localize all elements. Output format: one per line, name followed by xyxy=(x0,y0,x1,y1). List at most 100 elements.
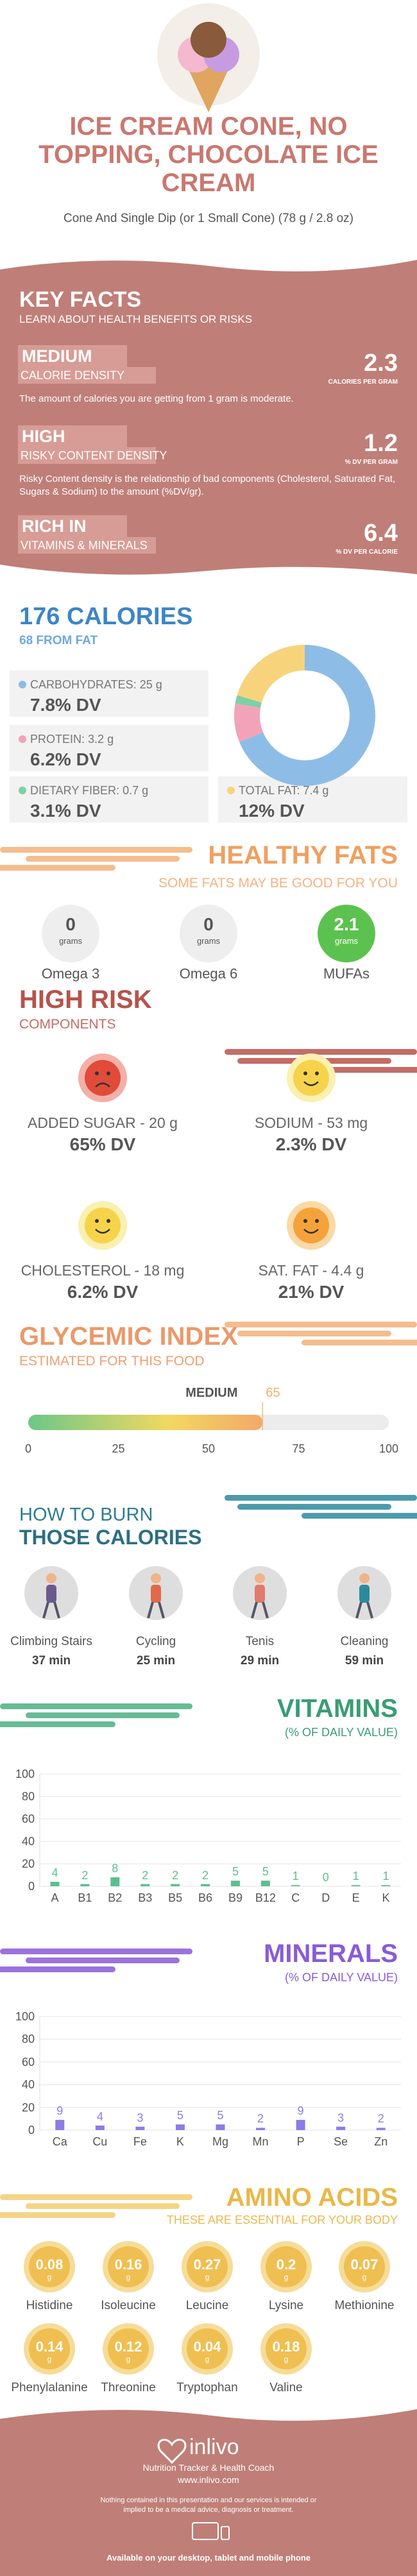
bar xyxy=(95,2125,105,2130)
decor-stripe xyxy=(0,1721,115,1727)
amino-value: 0.12 xyxy=(114,2339,142,2355)
face-eye xyxy=(303,1071,307,1075)
x-tick-label: E xyxy=(352,1891,360,1904)
amino-circle xyxy=(187,2328,228,2369)
decor-stripe xyxy=(225,1049,417,1055)
section-subtitle: COMPONENTS xyxy=(19,1017,116,1032)
gi-value: 65 xyxy=(266,1386,280,1400)
section-subtitle: SOME FATS MAY BE GOOD FOR YOU xyxy=(158,876,398,891)
value-label: 9 xyxy=(297,2104,304,2118)
value-label: 0 xyxy=(322,1871,329,1884)
url: www.inlivo.com xyxy=(178,2475,239,2485)
section-title: VITAMINS xyxy=(277,1694,398,1723)
value-label: 3 xyxy=(137,2111,144,2124)
nutrient-name: TOTAL FAT: xyxy=(239,784,300,797)
decor-stripe xyxy=(0,1966,115,1972)
face-mouth xyxy=(95,1082,110,1088)
bar xyxy=(256,2128,266,2130)
face xyxy=(85,1207,121,1243)
x-tick-label: Fe xyxy=(133,2135,147,2148)
decor-stripe xyxy=(0,1949,192,1954)
nutrient-box xyxy=(10,670,208,717)
section-title: KEY FACTS xyxy=(19,287,142,312)
gi-tick-label: 50 xyxy=(201,1442,216,1455)
legend-dot xyxy=(227,787,235,794)
legend-dot xyxy=(19,681,26,688)
risk-name: ADDED SUGAR - 20 g xyxy=(28,1114,178,1131)
donut-segment xyxy=(235,695,262,708)
nutrient-label: CARBOHYDRATES: 25 g xyxy=(30,678,162,692)
decor-stripe xyxy=(302,1513,417,1519)
x-tick-label: Ca xyxy=(52,2135,67,2148)
section-subtitle: THOSE CALORIES xyxy=(19,1526,202,1549)
fact-name: RISKY CONTENT DENSITY xyxy=(21,449,167,462)
decor-stripe xyxy=(0,1703,192,1709)
scoop xyxy=(191,22,226,58)
gi-tick-label: 0 xyxy=(24,1442,31,1455)
availability: Available on your desktop, tablet and mo… xyxy=(106,2553,311,2563)
value-label: 2 xyxy=(172,1868,179,1882)
bar xyxy=(80,1884,90,1886)
x-tick-label: D xyxy=(321,1891,330,1904)
amino-unit: g xyxy=(47,2355,52,2364)
nutrient-unit: g xyxy=(155,678,162,691)
risk-name: SAT. FAT - 4.4 g xyxy=(258,1262,364,1279)
face-eye xyxy=(315,1219,319,1223)
amino-name: Tryptophan xyxy=(176,2381,238,2394)
activity-body xyxy=(255,1585,265,1603)
activity-time: 29 min xyxy=(240,1654,280,1668)
nutrient-box xyxy=(10,725,208,771)
amino-name: Histidine xyxy=(26,2299,73,2312)
disclaimer: Nothing contained in this presentation a… xyxy=(100,2496,317,2514)
decor-stripe xyxy=(26,1712,180,1718)
subtitle: Cone And Single Dip (or 1 Small Cone) (7… xyxy=(63,212,353,225)
y-tick-label: 100 xyxy=(15,1768,35,1780)
value-label: 2 xyxy=(81,1868,89,1882)
bar xyxy=(55,2120,65,2130)
fat-name: Omega 6 xyxy=(179,966,238,982)
amino-circle xyxy=(266,2328,307,2369)
level-box xyxy=(18,515,127,537)
fat-circle xyxy=(318,905,375,962)
nutrient-dv: 3.1% DV xyxy=(30,801,101,821)
amino-value: 0.27 xyxy=(193,2256,221,2273)
face xyxy=(293,1207,329,1243)
nutrient-dv: 6.2% DV xyxy=(30,749,101,769)
amino-name: Lysine xyxy=(268,2299,304,2312)
bar xyxy=(171,1884,180,1886)
amino-name: Leucine xyxy=(185,2299,229,2312)
activity-body xyxy=(359,1585,370,1603)
activity-head xyxy=(255,1573,265,1583)
activity-head xyxy=(359,1573,370,1583)
section-title: AMINO ACIDS xyxy=(226,2183,398,2212)
name-box xyxy=(18,367,156,384)
face-eye xyxy=(315,1071,319,1075)
nutrient-amount: 25 xyxy=(139,678,153,691)
y-tick-label: 40 xyxy=(21,1835,35,1848)
cone xyxy=(186,64,231,112)
face-eye xyxy=(106,1219,110,1223)
bar xyxy=(381,1885,391,1886)
value-label: 3 xyxy=(337,2111,345,2124)
gi-bar xyxy=(28,1415,263,1430)
x-tick-label: B12 xyxy=(255,1891,276,1904)
amino-circle xyxy=(266,2246,307,2287)
value-label: 8 xyxy=(112,1862,119,1875)
x-tick-label: Zn xyxy=(374,2135,388,2148)
activity-legs xyxy=(251,1601,269,1619)
amino-circle xyxy=(187,2246,228,2287)
bar xyxy=(376,2128,386,2130)
decor-stripe xyxy=(0,865,115,871)
fact-name: CALORIE DENSITY xyxy=(21,369,125,382)
section-title: 176 CALORIES xyxy=(19,603,193,630)
gi-tick-label: 75 xyxy=(292,1442,305,1455)
activity-time: 37 min xyxy=(31,1654,71,1668)
decor-stripe xyxy=(0,2212,115,2218)
nutrient-label: PROTEIN: 3.2 g xyxy=(30,733,114,746)
decor-stripe xyxy=(302,1340,417,1345)
nutrient-unit: g xyxy=(142,784,149,797)
fact-unit: % DV PER GRAM xyxy=(345,459,398,466)
y-tick-label: 80 xyxy=(21,2033,35,2046)
section-title: HIGH RISK xyxy=(19,985,152,1014)
bar xyxy=(201,1884,210,1886)
